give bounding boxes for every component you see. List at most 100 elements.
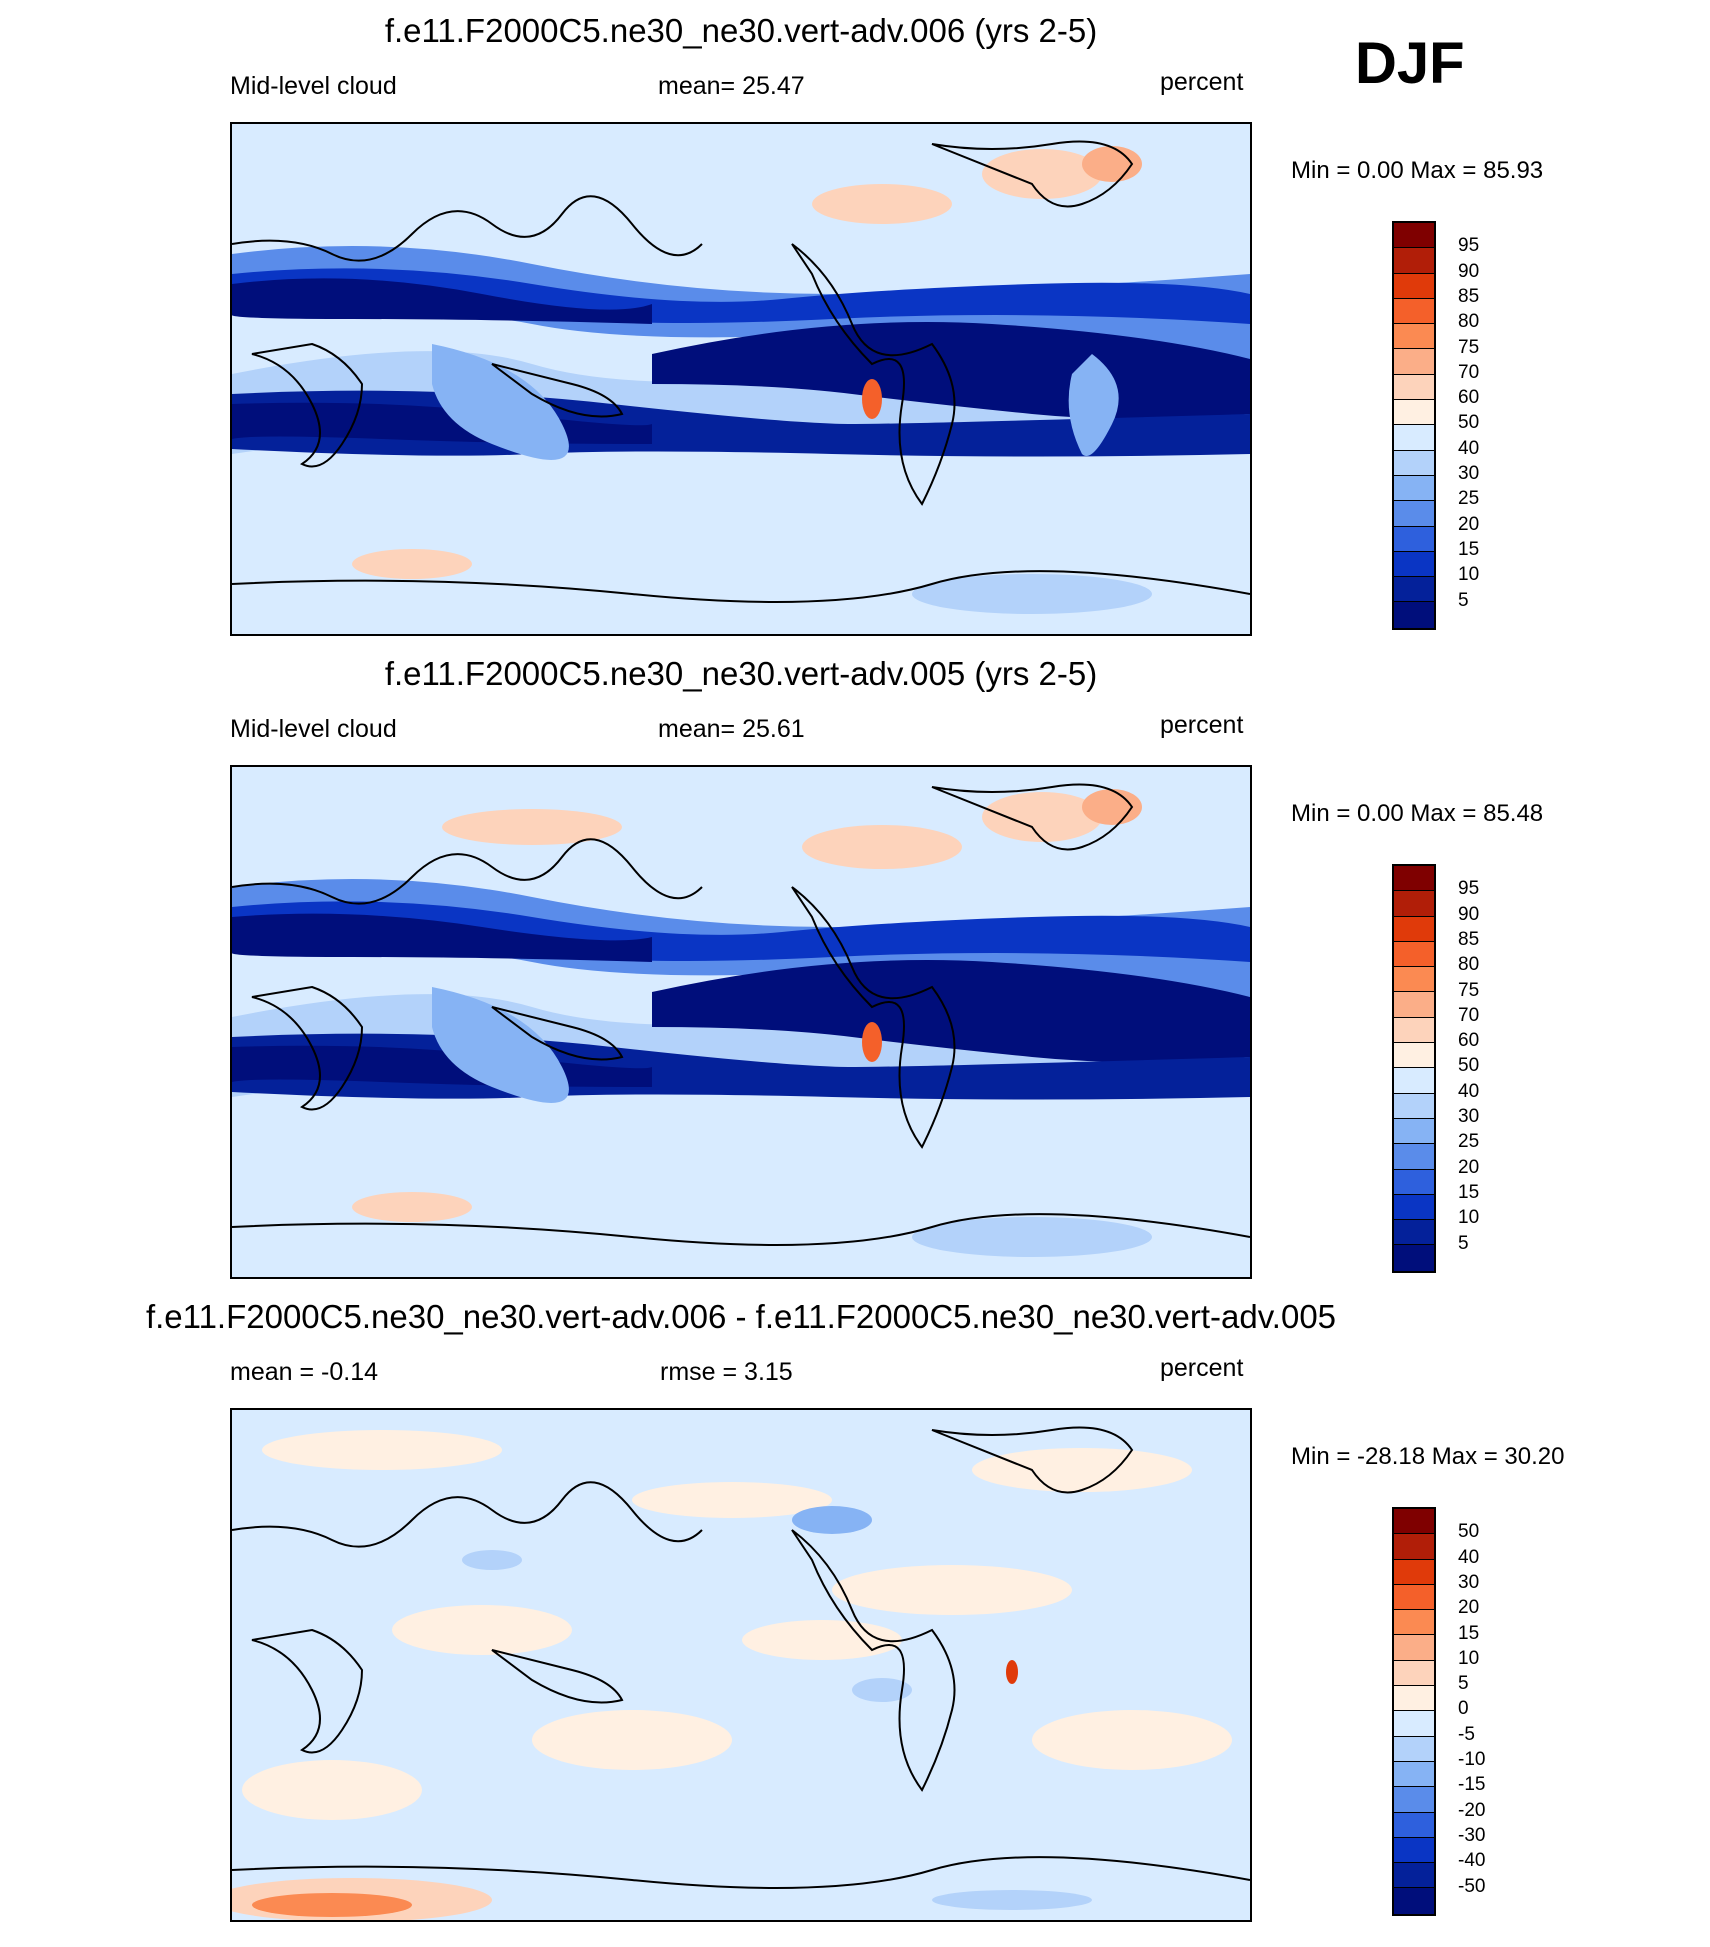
colorbar-swatch xyxy=(1394,1534,1434,1560)
colorbar-tick-label: -40 xyxy=(1458,1850,1486,1872)
colorbar-swatch xyxy=(1394,1660,1434,1687)
colorbar-swatch xyxy=(1394,1635,1434,1661)
panel-3-coastlines xyxy=(232,1426,1250,1889)
colorbar-tick-label: 15 xyxy=(1458,1622,1480,1644)
colorbar-swatch xyxy=(1394,1194,1434,1221)
panel-3-title: f.e11.F2000C5.ne30_ne30.vert-adv.006 - f… xyxy=(145,1298,1337,1335)
colorbar-swatch xyxy=(1394,374,1434,401)
colorbar-swatch xyxy=(1394,1711,1434,1737)
colorbar-swatch xyxy=(1394,1220,1434,1246)
colorbar-swatch xyxy=(1394,1686,1434,1712)
colorbar-tick-label: 30 xyxy=(1458,1106,1480,1127)
colorbar-tick-label: 40 xyxy=(1458,1546,1480,1568)
colorbar-tick-label: 10 xyxy=(1458,1647,1480,1669)
panel-2-minmax: Min = 0.00 Max = 85.48 xyxy=(1291,800,1544,827)
colorbar-swatch xyxy=(1394,1068,1434,1094)
panel-2-mean-label: mean= 25.61 xyxy=(658,715,805,743)
colorbar-tick-label: 0 xyxy=(1458,1698,1469,1720)
panel-2-units-label: percent xyxy=(1160,711,1244,739)
panel-2-field xyxy=(232,789,1250,1257)
panel-1-colorbar xyxy=(1392,221,1436,630)
colorbar-swatch xyxy=(1394,941,1434,968)
panel-1-variable-label: Mid-level cloud xyxy=(230,72,397,100)
panel-1-map xyxy=(230,122,1252,636)
colorbar-tick-label: 20 xyxy=(1458,1597,1480,1619)
panel-1-mean-label: mean= 25.47 xyxy=(658,72,805,100)
colorbar-swatch xyxy=(1394,1584,1434,1611)
colorbar-tick-label: 85 xyxy=(1458,928,1480,950)
panel-3-mean-label: mean = -0.14 xyxy=(230,1358,379,1386)
panel-1-coastlines xyxy=(232,140,1250,603)
panel-2-map xyxy=(230,765,1252,1279)
colorbar-tick-label: 10 xyxy=(1458,1207,1480,1229)
colorbar-tick-label: -20 xyxy=(1458,1799,1486,1821)
colorbar-tick-label: 5 xyxy=(1458,1232,1469,1254)
panel-3-field xyxy=(232,1430,1232,1920)
colorbar-swatch xyxy=(1394,967,1434,993)
colorbar-tick-label: 10 xyxy=(1458,564,1480,586)
colorbar-swatch xyxy=(1394,1093,1434,1119)
panel-3-units-label: percent xyxy=(1160,1354,1244,1382)
panel-1-minmax: Min = 0.00 Max = 85.93 xyxy=(1291,157,1544,184)
colorbar-tick-label: 40 xyxy=(1458,1080,1480,1102)
panel-1-field xyxy=(232,146,1250,614)
colorbar-swatch xyxy=(1394,1888,1434,1914)
colorbar-swatch xyxy=(1394,1761,1434,1788)
colorbar-swatch xyxy=(1394,501,1434,527)
colorbar-swatch xyxy=(1394,602,1434,628)
colorbar-swatch xyxy=(1394,1863,1434,1889)
colorbar-swatch xyxy=(1394,1017,1434,1044)
panel-2-title: f.e11.F2000C5.ne30_ne30.vert-adv.005 (yr… xyxy=(384,655,1098,692)
colorbar-tick-label: 30 xyxy=(1458,463,1480,484)
colorbar-swatch xyxy=(1394,273,1434,299)
colorbar-swatch xyxy=(1394,248,1434,274)
colorbar-tick-label: 60 xyxy=(1458,387,1480,409)
colorbar-tick-label: -5 xyxy=(1458,1723,1475,1745)
colorbar-tick-label: 85 xyxy=(1458,285,1480,307)
colorbar-swatch xyxy=(1394,866,1434,892)
colorbar-swatch xyxy=(1394,577,1434,603)
panel-3-map xyxy=(230,1408,1252,1922)
colorbar-tick-label: -50 xyxy=(1458,1875,1486,1897)
colorbar-tick-label: 5 xyxy=(1458,589,1469,611)
colorbar-swatch xyxy=(1394,324,1434,350)
panel-2-coastlines xyxy=(232,783,1250,1246)
colorbar-swatch xyxy=(1394,992,1434,1018)
colorbar-tick-label: 95 xyxy=(1458,235,1480,257)
colorbar-swatch xyxy=(1394,223,1434,249)
colorbar-tick-label: 90 xyxy=(1458,903,1480,925)
colorbar-swatch xyxy=(1394,450,1434,476)
colorbar-swatch xyxy=(1394,1118,1434,1145)
colorbar-tick-label: 25 xyxy=(1458,1131,1480,1153)
colorbar-swatch xyxy=(1394,1787,1434,1813)
season-label: DJF xyxy=(1355,31,1465,96)
colorbar-tick-label: 15 xyxy=(1458,538,1480,560)
colorbar-tick-label: 70 xyxy=(1458,361,1480,383)
colorbar-tick-label: -30 xyxy=(1458,1824,1486,1846)
colorbar-tick-label: 80 xyxy=(1458,311,1480,333)
colorbar-swatch xyxy=(1394,1169,1434,1195)
colorbar-tick-label: -15 xyxy=(1458,1774,1486,1796)
colorbar-swatch xyxy=(1394,400,1434,426)
colorbar-swatch xyxy=(1394,1144,1434,1170)
colorbar-tick-label: 80 xyxy=(1458,954,1480,976)
colorbar-tick-label: 30 xyxy=(1458,1571,1480,1593)
colorbar-tick-label: 5 xyxy=(1458,1673,1469,1695)
colorbar-tick-label: 75 xyxy=(1458,979,1480,1001)
panel-3-minmax: Min = -28.18 Max = 30.20 xyxy=(1291,1443,1565,1470)
colorbar-swatch xyxy=(1394,349,1434,375)
colorbar-tick-label: 50 xyxy=(1458,1055,1480,1077)
colorbar-swatch xyxy=(1394,1610,1434,1636)
colorbar-tick-label: 50 xyxy=(1458,412,1480,434)
panel-3-rmse-label: rmse = 3.15 xyxy=(660,1358,793,1386)
colorbar-swatch xyxy=(1394,1837,1434,1864)
colorbar-tick-label: 95 xyxy=(1458,878,1480,900)
colorbar-tick-label: 75 xyxy=(1458,336,1480,358)
colorbar-tick-label: 60 xyxy=(1458,1030,1480,1052)
panel-2-variable-label: Mid-level cloud xyxy=(230,715,397,743)
colorbar-tick-label: -10 xyxy=(1458,1749,1486,1770)
colorbar-tick-label: 25 xyxy=(1458,488,1480,510)
colorbar-swatch xyxy=(1394,1812,1434,1838)
colorbar-swatch xyxy=(1394,526,1434,552)
colorbar-tick-label: 20 xyxy=(1458,1156,1480,1178)
